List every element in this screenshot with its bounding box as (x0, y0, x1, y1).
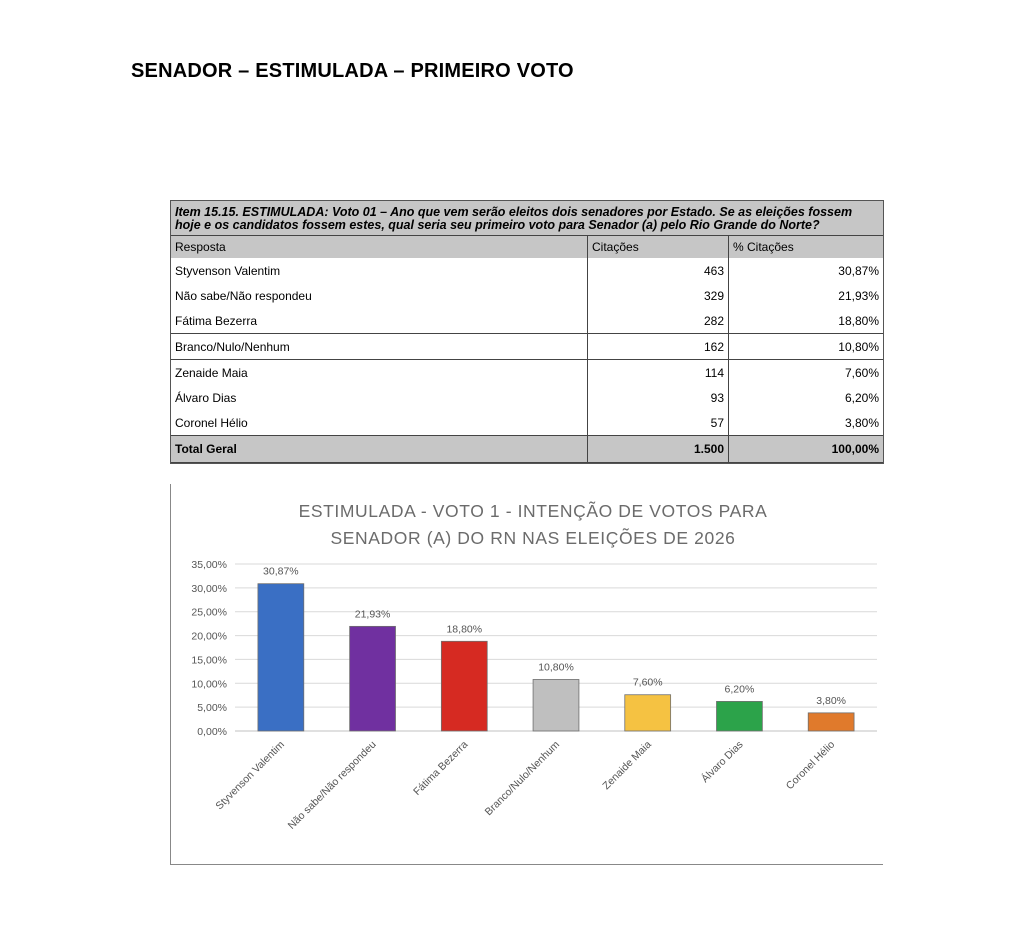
y-tick-label: 10,00% (191, 678, 227, 690)
cell-pct: 6,20% (728, 385, 883, 410)
table-row: Branco/Nulo/Nenhum 162 10,80% (171, 333, 883, 360)
cell-citacoes: 329 (587, 283, 729, 308)
bar-chart: ESTIMULADA - VOTO 1 - INTENÇÃO DE VOTOS … (170, 484, 883, 865)
bar (440, 640, 488, 732)
cell-pct: 3,80% (728, 410, 883, 436)
question-text: Item 15.15. ESTIMULADA: Voto 01 – Ano qu… (171, 201, 883, 235)
y-tick-label: 20,00% (191, 631, 227, 643)
cell-resposta: Álvaro Dias (175, 390, 237, 405)
x-category-label: Álvaro Dias (698, 738, 745, 785)
cell-pct: 21,93% (728, 283, 883, 308)
bar (257, 583, 305, 732)
bar (716, 701, 763, 732)
cell-pct: 18,80% (728, 308, 883, 334)
cell-citacoes: 57 (587, 410, 729, 436)
data-label: 7,60% (633, 677, 663, 689)
x-category-label: Coronel Hélio (784, 739, 838, 793)
cell-citacoes: 282 (587, 308, 729, 334)
results-table: Item 15.15. ESTIMULADA: Voto 01 – Ano qu… (170, 200, 884, 464)
cell-resposta: Zenaide Maia (175, 365, 248, 380)
x-category-label: Não sabe/Não respondeu (286, 739, 379, 832)
x-category-label: Styvenson Valentim (213, 738, 287, 812)
cell-citacoes: 114 (587, 359, 729, 385)
y-tick-label: 15,00% (191, 654, 227, 666)
cell-resposta: Não sabe/Não respondeu (175, 288, 312, 303)
y-tick-label: 35,00% (191, 559, 227, 571)
data-label: 6,20% (725, 683, 755, 695)
bar (807, 712, 855, 732)
bar (532, 679, 580, 732)
table-row: Não sabe/Não respondeu 329 21,93% (171, 283, 883, 308)
table-total-row: Total Geral 1.500 100,00% (171, 435, 883, 463)
cell-pct: 10,80% (728, 333, 883, 360)
cell-resposta: Styvenson Valentim (175, 263, 281, 278)
x-category-label: Fátima Bezerra (411, 739, 470, 798)
bar (349, 625, 396, 732)
table-row: Coronel Hélio 57 3,80% (171, 410, 883, 436)
table-row: Zenaide Maia 114 7,60% (171, 359, 883, 385)
cell-pct: 30,87% (728, 258, 883, 283)
cell-total-label: Total Geral (171, 435, 588, 463)
data-label: 18,80% (446, 623, 482, 635)
x-category-label: Branco/Nulo/Nenhum (483, 738, 563, 818)
y-tick-label: 25,00% (191, 607, 227, 619)
header-pct-citacoes: % Citações (728, 235, 883, 258)
cell-citacoes: 162 (587, 333, 729, 360)
y-tick-label: 0,00% (197, 726, 227, 738)
cell-citacoes: 93 (587, 385, 729, 410)
header-citacoes: Citações (587, 235, 729, 258)
bar-chart-svg: ESTIMULADA - VOTO 1 - INTENÇÃO DE VOTOS … (191, 500, 877, 832)
table-row: Álvaro Dias 93 6,20% (171, 385, 883, 410)
header-resposta: Resposta (171, 235, 588, 258)
table-row: Fátima Bezerra 282 18,80% (171, 308, 883, 334)
table-header-row: Resposta Citações % Citações (171, 235, 883, 258)
y-tick-label: 30,00% (191, 583, 227, 595)
cell-resposta: Coronel Hélio (175, 415, 248, 430)
cell-resposta: Branco/Nulo/Nenhum (171, 333, 588, 360)
data-label: 30,87% (263, 566, 299, 578)
data-label: 3,80% (816, 695, 846, 707)
page-title: SENADOR – ESTIMULADA – PRIMEIRO VOTO (131, 60, 574, 82)
cell-total-citacoes: 1.500 (587, 435, 729, 463)
bar (624, 694, 672, 732)
cell-pct: 7,60% (728, 359, 883, 385)
cell-resposta: Fátima Bezerra (171, 308, 588, 334)
x-category-label: Zenaide Maia (600, 739, 654, 793)
cell-citacoes: 463 (587, 258, 729, 283)
chart-title-line-1: ESTIMULADA - VOTO 1 - INTENÇÃO DE VOTOS … (299, 500, 768, 521)
chart-title-line-2: SENADOR (A) DO RN NAS ELEIÇÕES DE 2026 (331, 527, 736, 548)
cell-total-pct: 100,00% (728, 435, 883, 463)
citations-table: Resposta Citações % Citações Styvenson V… (171, 235, 883, 463)
data-label: 21,93% (355, 608, 391, 620)
y-tick-label: 5,00% (197, 702, 227, 714)
table-row: Styvenson Valentim 463 30,87% (171, 258, 883, 283)
data-label: 10,80% (538, 661, 574, 673)
